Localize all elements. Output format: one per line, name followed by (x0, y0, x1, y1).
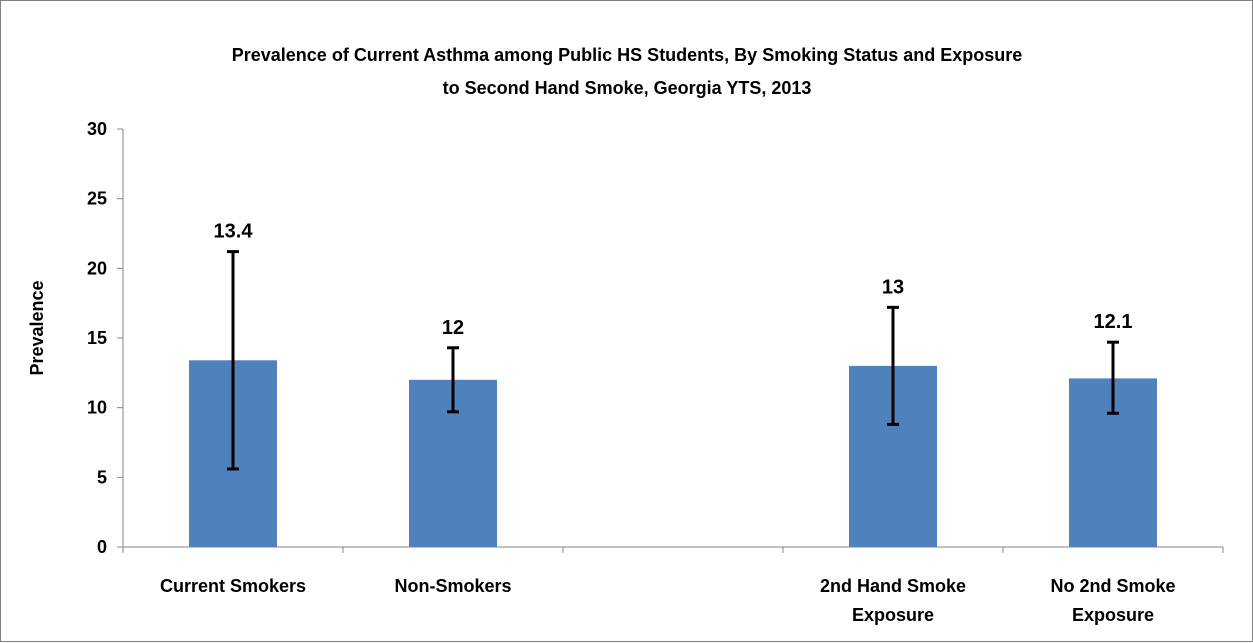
chart-title-line: Prevalence of Current Asthma among Publi… (232, 45, 1023, 65)
y-tick-label: 15 (87, 328, 107, 348)
data-label: 13 (882, 276, 904, 298)
y-tick-label: 20 (87, 258, 107, 278)
x-tick-labels: Current Smokers Non-Smokers 2nd Hand Smoke… (160, 576, 1176, 625)
bars (189, 360, 1157, 547)
y-axis-title-group: Prevalence (27, 280, 47, 375)
data-label: 12.1 (1094, 311, 1133, 333)
x-tick-label: No 2nd Smoke (1050, 576, 1175, 596)
data-label: 12 (442, 317, 464, 339)
x-tick-label: Exposure (852, 605, 934, 625)
chart-title: Prevalence of Current Asthma among Publi… (232, 45, 1023, 98)
x-tick-label: Non-Smokers (394, 576, 511, 596)
y-tick-label: 25 (87, 189, 107, 209)
y-tick-label: 10 (87, 398, 107, 418)
y-tick-label: 0 (97, 537, 107, 557)
y-axis-title: Prevalence (27, 280, 47, 375)
data-labels: 13.4 12 13 12.1 (214, 221, 1133, 339)
y-tick-label: 30 (87, 119, 107, 139)
x-tick-label: Current Smokers (160, 576, 306, 596)
x-tick-label: Exposure (1072, 605, 1154, 625)
error-bars (227, 250, 1119, 471)
chart-title-line: to Second Hand Smoke, Georgia YTS, 2013 (443, 78, 812, 98)
axes (117, 128, 1224, 553)
y-tick-labels: 0 5 10 15 20 25 30 (87, 119, 107, 557)
x-tick-label: 2nd Hand Smoke (820, 576, 966, 596)
data-label: 13.4 (214, 221, 254, 243)
y-tick-label: 5 (97, 467, 107, 487)
